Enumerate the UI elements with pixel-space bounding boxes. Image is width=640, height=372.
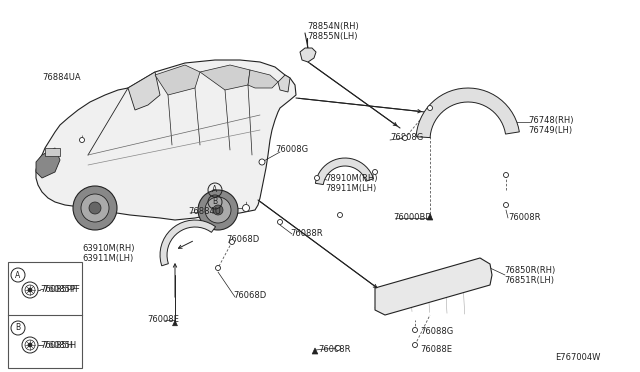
Polygon shape: [300, 48, 316, 62]
Text: 76008G: 76008G: [275, 145, 308, 154]
Text: 76088E: 76088E: [420, 346, 452, 355]
Text: 76008R: 76008R: [318, 346, 351, 355]
Text: –76085PF: –76085PF: [40, 285, 81, 295]
Circle shape: [335, 346, 340, 350]
Text: 76085PF: 76085PF: [40, 285, 77, 295]
Text: 76884UA: 76884UA: [42, 74, 81, 83]
Bar: [45, 148, 60, 156]
Circle shape: [337, 212, 342, 218]
Circle shape: [504, 173, 509, 177]
Text: 78911M(LH): 78911M(LH): [325, 183, 376, 192]
Circle shape: [28, 288, 32, 292]
Circle shape: [28, 343, 32, 347]
Circle shape: [403, 135, 408, 141]
Text: 76749(LH): 76749(LH): [528, 125, 572, 135]
Polygon shape: [416, 88, 519, 138]
Text: 76068D: 76068D: [226, 235, 259, 244]
Text: 76850R(RH): 76850R(RH): [504, 266, 556, 276]
Circle shape: [413, 343, 417, 347]
Text: 76008R: 76008R: [508, 214, 541, 222]
Text: 76808G: 76808G: [390, 134, 423, 142]
Circle shape: [198, 190, 238, 230]
Circle shape: [413, 327, 417, 333]
Circle shape: [205, 197, 231, 223]
Text: 78910M(RH): 78910M(RH): [325, 173, 378, 183]
Circle shape: [79, 138, 84, 142]
Text: 76088G: 76088G: [420, 327, 453, 337]
Polygon shape: [36, 60, 296, 220]
Circle shape: [81, 194, 109, 222]
Circle shape: [428, 106, 433, 110]
Text: A: A: [212, 186, 218, 195]
Text: 78855N(LH): 78855N(LH): [307, 32, 358, 41]
Polygon shape: [173, 321, 177, 326]
Circle shape: [230, 240, 234, 244]
Circle shape: [73, 186, 117, 230]
Polygon shape: [128, 72, 160, 110]
Text: 76851R(LH): 76851R(LH): [504, 276, 554, 285]
Text: 78854N(RH): 78854N(RH): [307, 22, 359, 32]
Circle shape: [278, 219, 282, 224]
Circle shape: [243, 205, 250, 212]
Polygon shape: [36, 148, 60, 178]
Circle shape: [213, 205, 223, 215]
Text: 76008E: 76008E: [147, 315, 179, 324]
Polygon shape: [160, 220, 216, 266]
Text: –76085H: –76085H: [40, 340, 77, 350]
Text: B: B: [15, 324, 20, 333]
Text: E767004W: E767004W: [555, 353, 600, 362]
Text: 76085H: 76085H: [40, 340, 73, 350]
Polygon shape: [312, 348, 318, 354]
Circle shape: [504, 202, 509, 208]
Text: B: B: [212, 198, 218, 206]
Polygon shape: [278, 75, 290, 92]
Circle shape: [372, 170, 378, 174]
Text: A: A: [15, 270, 20, 279]
Text: 76000BD: 76000BD: [393, 214, 432, 222]
Polygon shape: [155, 65, 200, 95]
Polygon shape: [316, 158, 374, 185]
Polygon shape: [428, 214, 433, 220]
Polygon shape: [200, 65, 250, 90]
Bar: [8, 262, 82, 368]
Text: 63911M(LH): 63911M(LH): [82, 253, 133, 263]
Circle shape: [89, 202, 101, 214]
Circle shape: [259, 159, 265, 165]
Circle shape: [314, 176, 319, 180]
Text: 76068D: 76068D: [233, 291, 266, 299]
Text: 76088R: 76088R: [290, 230, 323, 238]
Circle shape: [216, 266, 221, 270]
Polygon shape: [248, 70, 278, 88]
Text: 63910M(RH): 63910M(RH): [82, 244, 134, 253]
Polygon shape: [375, 258, 492, 315]
Text: 76748(RH): 76748(RH): [528, 115, 573, 125]
Text: 76884U: 76884U: [188, 208, 221, 217]
